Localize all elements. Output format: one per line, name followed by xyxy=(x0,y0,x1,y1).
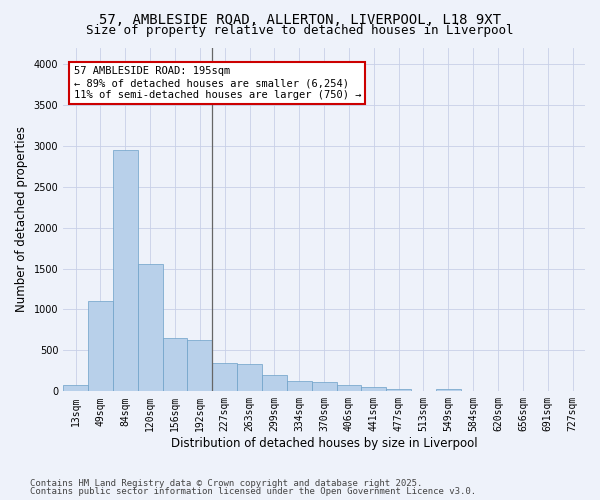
X-axis label: Distribution of detached houses by size in Liverpool: Distribution of detached houses by size … xyxy=(171,437,478,450)
Bar xyxy=(187,340,212,392)
Bar xyxy=(262,375,287,392)
Bar xyxy=(113,150,138,392)
Bar xyxy=(88,302,113,392)
Text: 57, AMBLESIDE ROAD, ALLERTON, LIVERPOOL, L18 9XT: 57, AMBLESIDE ROAD, ALLERTON, LIVERPOOL,… xyxy=(99,12,501,26)
Bar xyxy=(386,389,411,392)
Bar xyxy=(212,364,237,392)
Text: Size of property relative to detached houses in Liverpool: Size of property relative to detached ho… xyxy=(86,24,514,37)
Bar xyxy=(63,385,88,392)
Bar xyxy=(287,381,311,392)
Bar xyxy=(361,387,386,392)
Bar xyxy=(237,364,262,392)
Text: Contains HM Land Registry data © Crown copyright and database right 2025.: Contains HM Land Registry data © Crown c… xyxy=(30,478,422,488)
Bar xyxy=(337,385,361,392)
Y-axis label: Number of detached properties: Number of detached properties xyxy=(15,126,28,312)
Bar xyxy=(436,389,461,392)
Text: Contains public sector information licensed under the Open Government Licence v3: Contains public sector information licen… xyxy=(30,487,476,496)
Bar xyxy=(138,264,163,392)
Bar xyxy=(311,382,337,392)
Text: 57 AMBLESIDE ROAD: 195sqm
← 89% of detached houses are smaller (6,254)
11% of se: 57 AMBLESIDE ROAD: 195sqm ← 89% of detac… xyxy=(74,66,361,100)
Bar xyxy=(163,338,187,392)
